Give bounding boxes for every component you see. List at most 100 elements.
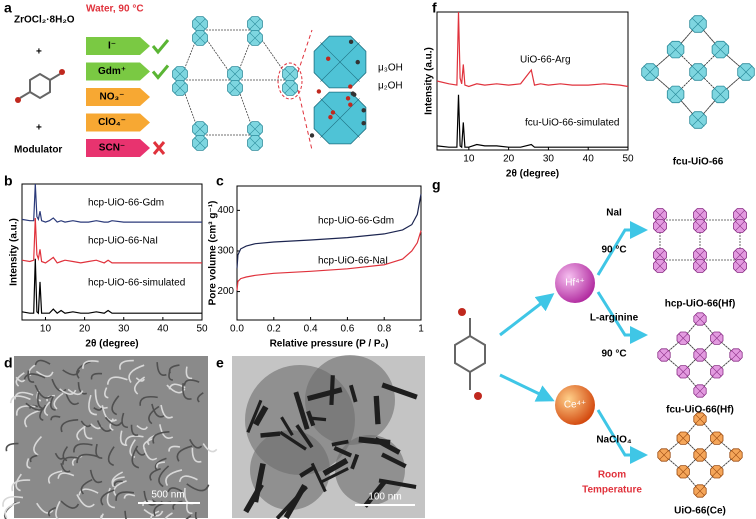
flake [76,425,86,441]
flake [172,500,183,510]
rod [283,484,308,519]
flake [62,369,81,376]
reagent: NaI [606,208,622,219]
cluster-edge [691,113,705,127]
flake [5,442,19,452]
rod [322,457,349,477]
x-axis-label: 2θ (degree) [506,169,559,180]
atom [345,96,351,101]
flake [166,384,186,394]
flake [202,443,218,453]
rod [331,439,349,447]
panel-label: g [432,177,441,193]
flake [150,510,160,519]
rod [381,452,407,469]
zoom-region [277,62,303,100]
flake [50,415,61,421]
cluster-edge [731,350,741,360]
cluster-edge [691,17,705,31]
flake [15,372,25,387]
flake [78,488,99,496]
series-label: hcp-UiO-66-Gdm [318,216,394,227]
ion: I⁻ [108,41,116,52]
atom [325,56,331,61]
series-label: fcu-UiO-66-simulated [525,118,619,129]
ion: ClO₄⁻ [98,117,126,128]
flake [53,392,64,410]
flake [156,461,165,468]
x-tick-label: 0.0 [230,324,244,335]
y-tick-label: 300 [217,246,234,257]
series-line [436,11,629,88]
flake [149,467,161,481]
check [151,64,170,80]
flake [182,383,192,400]
cluster-edge [194,123,206,135]
cluster-edge [734,220,746,232]
flake [158,465,170,488]
cluster-edge [711,366,722,377]
flake [36,502,54,514]
rod [329,375,335,406]
atom [355,59,360,65]
cluster-edge [694,220,706,232]
flake [54,452,64,460]
series-label: hcp-UiO-66-simulated [88,278,185,289]
flake [196,392,204,403]
rod [363,479,387,508]
x-tick-label: 0.6 [340,324,354,335]
flake [136,424,148,430]
y-tick-label: 200 [217,286,234,297]
flake [35,370,54,378]
atom [330,110,336,115]
plus: + [36,47,42,58]
cluster-edge [713,43,727,57]
particle [305,355,395,445]
flake [76,360,91,379]
rod [373,437,401,455]
flake [119,430,128,446]
cluster-edge [669,43,683,57]
x-tick-label: 1 [418,324,424,335]
flake [77,382,88,395]
flake [67,388,84,396]
flake [90,372,103,380]
x-tick-label: 10 [463,154,475,165]
series-line [21,258,202,315]
flake [167,487,183,493]
flake [165,469,183,486]
flake [176,445,193,462]
flake [156,362,167,376]
rod [260,431,281,438]
flake [28,364,36,377]
flake [178,475,198,483]
atom [316,89,322,94]
mu2: μ₂OH [378,81,403,92]
x-tick-label: 50 [196,324,208,335]
flake [148,405,160,425]
cluster-edge [711,466,722,477]
condition: Room [598,470,626,481]
series-label: UiO-66-Arg [520,55,571,66]
x-tick-label: 40 [583,154,595,165]
x-tick-label: 20 [503,154,515,165]
cluster-edge [229,68,241,80]
flake [15,405,36,416]
cross [152,141,166,155]
cluster-edge [654,220,666,232]
flake [111,476,125,487]
series-line [21,217,202,264]
flake [124,510,127,519]
reagent: NaClO₄ [596,435,632,446]
cluster-edge [678,366,689,377]
x-tick-label: 40 [157,324,169,335]
cluster-edge [734,260,746,272]
cluster-edge [229,82,241,94]
rod [307,387,343,402]
reagent: L-arginine [590,313,639,324]
flake [94,389,108,409]
series-label: hcp-UiO-66-NaI [88,236,158,247]
product-label: hcp-UiO-66(Hf) [665,299,736,310]
cluster-edge [194,18,206,30]
cluster-edge [695,386,705,396]
